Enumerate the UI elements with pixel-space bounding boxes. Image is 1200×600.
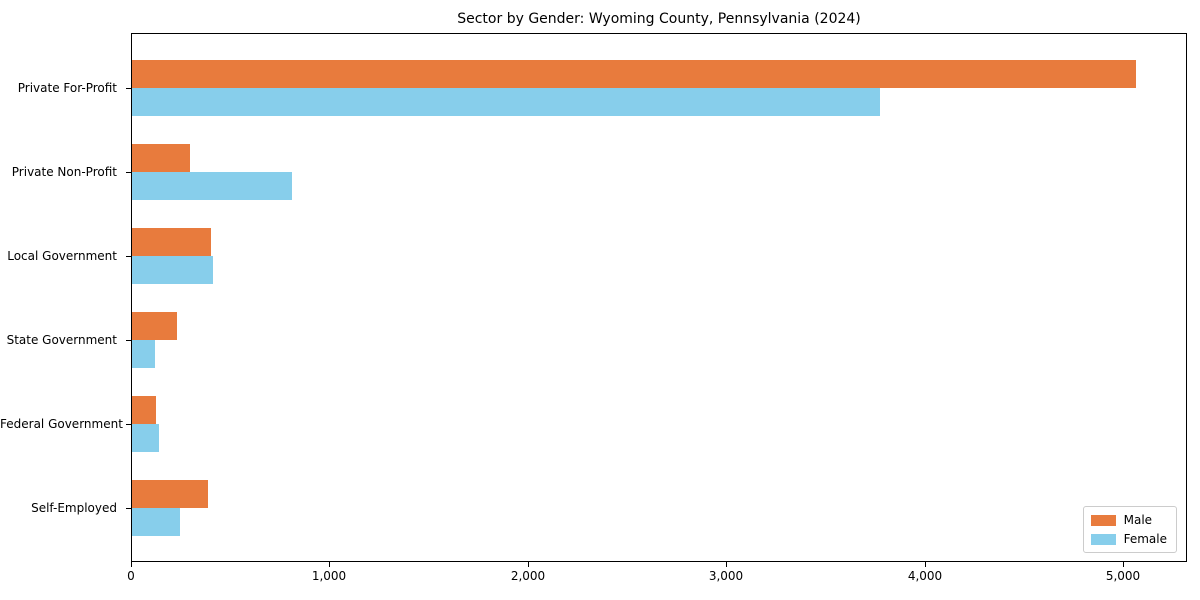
ytick-label-self-employed: Self-Employed [31, 501, 117, 515]
bar-female-private-non-profit [132, 172, 292, 200]
ytick-mark-state-government [126, 340, 131, 341]
legend: Male Female [1082, 506, 1177, 553]
bar-female-self-employed [132, 508, 180, 536]
xtick-mark-0 [131, 562, 132, 567]
bar-female-federal-government [132, 424, 159, 452]
legend-item-female: Female [1090, 532, 1167, 546]
ytick-label-state-government: State Government [6, 333, 117, 347]
xtick-label-1000: 1,000 [311, 569, 347, 583]
ytick-mark-self-employed [126, 508, 131, 509]
chart-title: Sector by Gender: Wyoming County, Pennsy… [457, 11, 861, 27]
legend-item-male: Male [1090, 513, 1167, 527]
xtick-mark-2000 [528, 562, 529, 567]
ytick-mark-private-for-profit [126, 88, 131, 89]
xtick-mark-1000 [329, 562, 330, 567]
xtick-mark-4000 [925, 562, 926, 567]
xtick-label-5000: 5,000 [1105, 569, 1141, 583]
xtick-mark-5000 [1123, 562, 1124, 567]
bar-female-local-government [132, 256, 213, 284]
legend-label-male: Male [1123, 513, 1153, 527]
bar-female-state-government [132, 340, 155, 368]
bar-male-private-non-profit [132, 144, 190, 172]
ytick-label-local-government: Local Government [7, 249, 117, 263]
bar-female-private-for-profit [132, 88, 880, 116]
xtick-label-3000: 3,000 [708, 569, 744, 583]
legend-label-female: Female [1123, 532, 1167, 546]
xtick-label-2000: 2,000 [510, 569, 546, 583]
legend-swatch-female-icon [1090, 533, 1116, 545]
bar-male-private-for-profit [132, 60, 1136, 88]
bar-male-state-government [132, 312, 177, 340]
plot-area: Male Female [131, 33, 1187, 562]
ytick-mark-federal-government [126, 424, 131, 425]
bar-male-local-government [132, 228, 211, 256]
legend-swatch-male-icon [1090, 514, 1116, 526]
ytick-label-private-for-profit: Private For-Profit [17, 81, 117, 95]
ytick-mark-private-non-profit [126, 172, 131, 173]
xtick-mark-3000 [726, 562, 727, 567]
ytick-label-private-non-profit: Private Non-Profit [11, 165, 117, 179]
bar-male-federal-government [132, 396, 156, 424]
xtick-label-4000: 4,000 [907, 569, 943, 583]
xtick-label-0: 0 [127, 569, 135, 583]
bar-male-self-employed [132, 480, 208, 508]
ytick-mark-local-government [126, 256, 131, 257]
ytick-label-federal-government: Federal Government [0, 417, 123, 431]
